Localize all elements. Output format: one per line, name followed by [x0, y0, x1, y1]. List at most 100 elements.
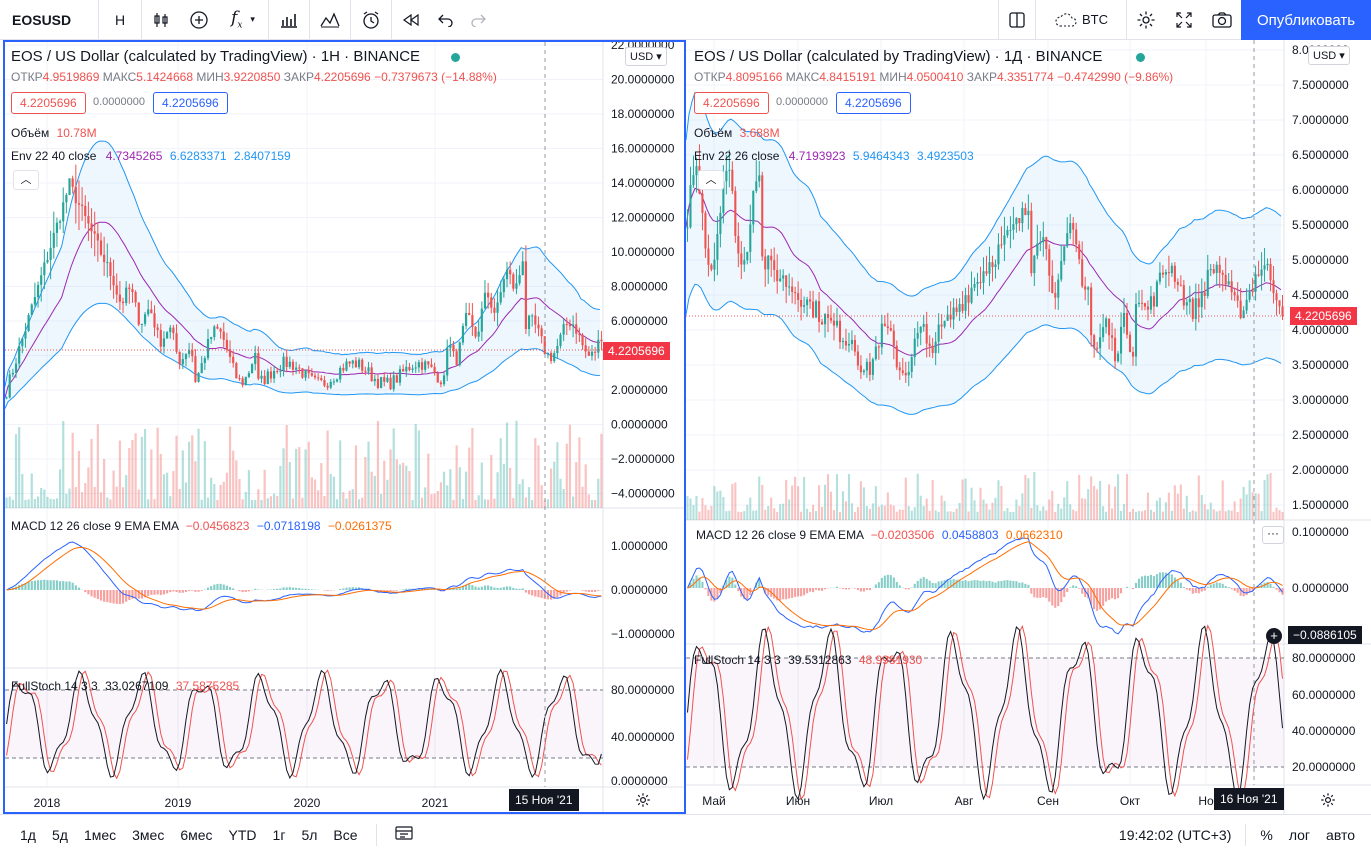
macd-histogram-bar [1057, 588, 1060, 607]
alert-clock-icon[interactable] [351, 0, 391, 40]
macd-histogram-bar [1078, 588, 1081, 589]
volume-bar [835, 474, 839, 520]
compare-chart-icon[interactable] [310, 0, 350, 40]
collapse-legend-chevron-up-icon[interactable]: ︿ [13, 170, 39, 190]
envelope-lower-line [5, 302, 600, 409]
macd-histogram-bar [785, 588, 788, 600]
snapshot-camera-icon[interactable] [1203, 0, 1241, 40]
price-axis-tick: −4.0000000 [611, 487, 675, 501]
macd-histogram-bar [818, 588, 821, 591]
volume-bar [5, 497, 8, 508]
volume-bar [764, 509, 767, 520]
volume-bar [1143, 510, 1147, 520]
macd-histogram-bar [1233, 588, 1236, 592]
candle-body [1170, 265, 1173, 274]
macd-histogram-bar [272, 589, 276, 590]
volume-bar [1066, 481, 1069, 520]
volume-bar [380, 494, 383, 508]
left-sell-pill[interactable]: 4.2205696 [11, 92, 86, 114]
right-sell-pill[interactable]: 4.2205696 [694, 92, 769, 114]
cloud-icon [1055, 12, 1077, 27]
log-scale-toggle[interactable]: лог [1288, 826, 1311, 843]
macd-histogram-bar [922, 576, 925, 588]
collapse-legend-chevron-up-icon[interactable]: ︿ [698, 170, 724, 190]
volume-bar [461, 498, 465, 508]
left-axis-settings-gear-icon[interactable] [635, 792, 651, 812]
volume-bar [1266, 474, 1269, 520]
left-currency-dropdown[interactable]: USD ▾ [625, 47, 667, 66]
candle-body [395, 375, 398, 383]
range-3m[interactable]: 3мес [132, 826, 165, 843]
range-5y[interactable]: 5л [301, 826, 318, 843]
volume-bar [1000, 485, 1003, 520]
volume-bar [1176, 493, 1179, 520]
symbol-search[interactable]: EOSUSD [12, 11, 72, 28]
macd-histogram-bar [934, 583, 937, 588]
macd-histogram-bar [1027, 584, 1030, 588]
macd-histogram-bar [925, 578, 928, 588]
redo-icon[interactable] [462, 0, 494, 40]
candle-body [370, 367, 373, 382]
macd-histogram-bar [36, 580, 40, 590]
candle-body [719, 212, 722, 235]
volume-bar [1051, 490, 1054, 520]
candle-body [449, 344, 452, 348]
range-1m[interactable]: 1мес [83, 826, 117, 843]
range-1d[interactable]: 1д [20, 826, 36, 843]
candle-body [228, 349, 232, 357]
macd-histogram-bar [1212, 583, 1215, 588]
candle-body [767, 255, 770, 270]
right-currency-dropdown[interactable]: USD ▾ [1308, 46, 1350, 65]
macd-histogram-bar [556, 590, 559, 598]
layout-icon[interactable] [999, 0, 1035, 40]
volume-bar [686, 496, 689, 520]
range-1y[interactable]: 1г [272, 826, 286, 843]
replay-icon[interactable] [392, 0, 430, 40]
volume-bar [556, 442, 559, 508]
candle-body [1149, 296, 1152, 310]
range-ytd[interactable]: YTD [228, 826, 257, 843]
left-buy-pill[interactable]: 4.2205696 [153, 92, 228, 114]
macd-hist: −0.0203506 [870, 528, 935, 542]
range-5d[interactable]: 5д [51, 826, 68, 843]
range-6m[interactable]: 6мес [180, 826, 213, 843]
right-chart-panel[interactable]: 8.00000007.50000007.00000006.50000006.00… [686, 40, 1371, 814]
right-buy-pill[interactable]: 4.2205696 [836, 92, 911, 114]
right-axis-settings-gear-icon[interactable] [1320, 792, 1336, 813]
goto-date-calendar-icon[interactable] [387, 825, 421, 844]
volume-bar [468, 447, 471, 508]
candle-body [272, 370, 276, 379]
macd-histogram-bar [800, 588, 803, 597]
cloud-compare-button[interactable]: BTC [1036, 0, 1126, 40]
indicators-fx-icon[interactable]: fx ▾ [231, 8, 255, 31]
left-chart-panel[interactable]: 22.000000020.000000018.000000016.0000000… [3, 40, 686, 814]
macd-histogram-bar [1060, 588, 1063, 603]
volume-bar [420, 497, 424, 508]
right-chart-canvas[interactable]: 8.00000007.50000007.00000006.50000006.00… [686, 40, 1371, 814]
candle-body [785, 275, 788, 287]
left-chart-canvas[interactable]: 22.000000020.000000018.000000016.0000000… [5, 42, 684, 812]
macd-histogram-bar [698, 577, 701, 588]
macd-axis-tick: 1.0000000 [611, 539, 668, 553]
clock-timezone[interactable]: 19:42:02 (UTC+3) [1118, 826, 1232, 843]
range-all[interactable]: Все [333, 826, 358, 843]
interval-button[interactable]: H [114, 11, 126, 28]
candle-body [820, 321, 824, 325]
percent-scale-toggle[interactable]: % [1260, 826, 1273, 843]
volume-bar [597, 478, 600, 508]
volume-bar [913, 507, 916, 520]
bar-chart-icon[interactable] [269, 0, 309, 40]
divider [141, 0, 142, 40]
publish-button[interactable]: Опубликовать [1241, 0, 1371, 40]
fullscreen-icon[interactable] [1165, 0, 1203, 40]
settings-gear-icon[interactable] [1127, 0, 1165, 40]
more-options-icon[interactable]: ··· [1262, 526, 1284, 544]
candles-icon[interactable] [142, 0, 180, 40]
volume-bar [1030, 507, 1033, 520]
auto-scale-toggle[interactable]: авто [1326, 826, 1355, 843]
add-plus-icon[interactable]: + [1266, 628, 1282, 644]
price-axis-tick: 20.0000000 [611, 73, 675, 87]
add-indicator-icon[interactable] [180, 0, 218, 40]
candle-body [62, 202, 65, 222]
undo-icon[interactable] [430, 0, 462, 40]
